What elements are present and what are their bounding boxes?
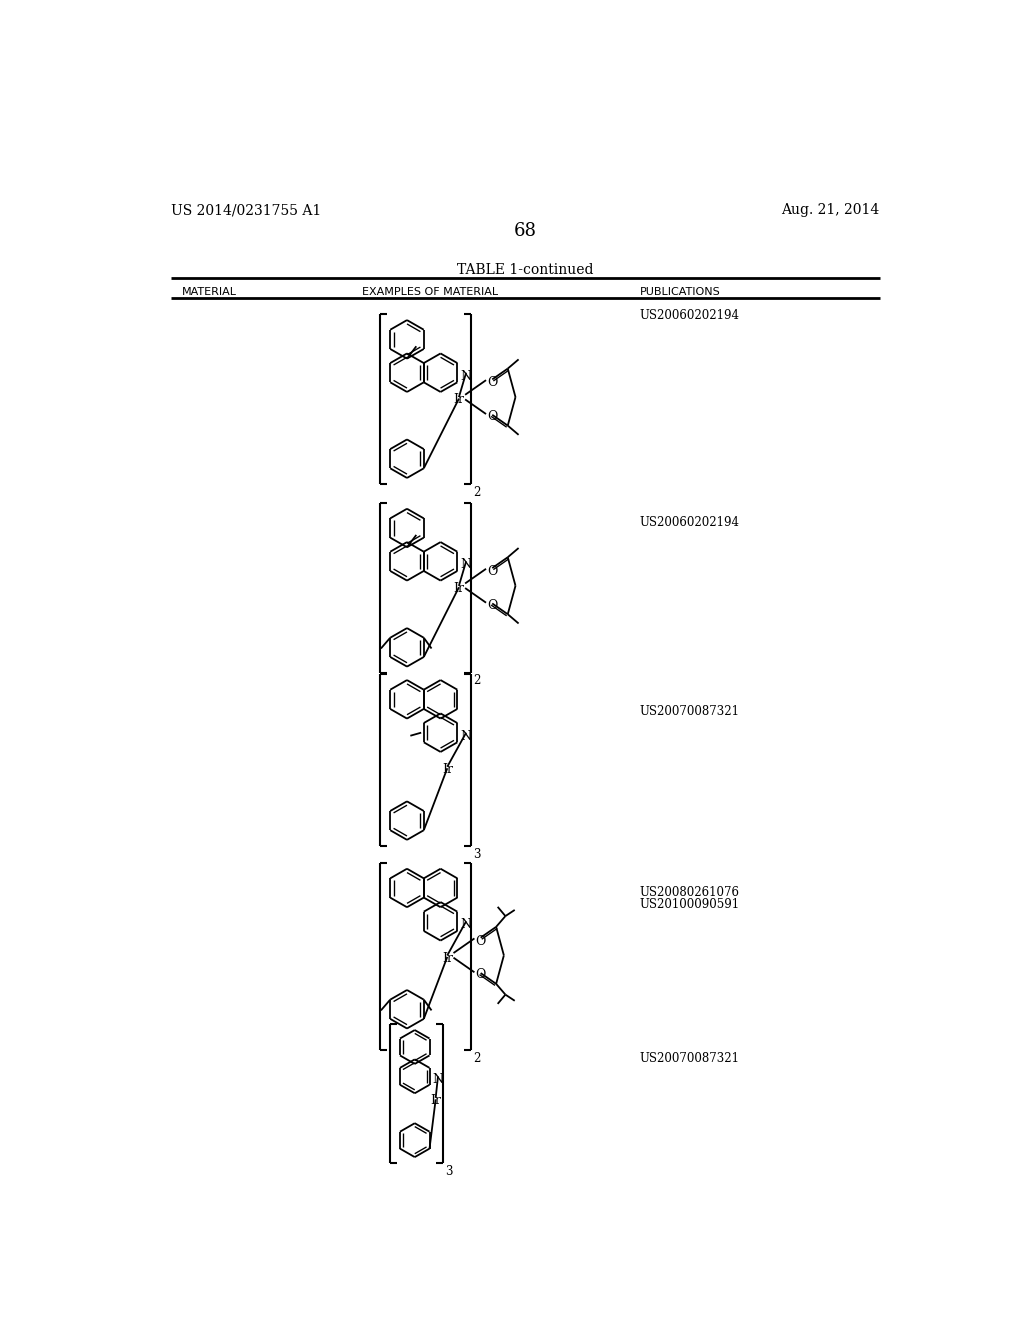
Text: O: O bbox=[486, 376, 498, 389]
Text: O: O bbox=[475, 969, 485, 982]
Text: 2: 2 bbox=[473, 486, 480, 499]
Text: US 2014/0231755 A1: US 2014/0231755 A1 bbox=[171, 203, 321, 216]
Text: TABLE 1-continued: TABLE 1-continued bbox=[457, 263, 593, 277]
Text: EXAMPLES OF MATERIAL: EXAMPLES OF MATERIAL bbox=[362, 286, 499, 297]
Text: O: O bbox=[475, 935, 485, 948]
Text: N: N bbox=[461, 919, 472, 931]
Text: US20070087321: US20070087321 bbox=[640, 705, 739, 718]
Text: N: N bbox=[461, 558, 472, 572]
Text: 3: 3 bbox=[473, 847, 480, 861]
Text: US20060202194: US20060202194 bbox=[640, 516, 739, 529]
Text: N: N bbox=[461, 730, 472, 743]
Text: 2: 2 bbox=[473, 1052, 480, 1065]
Text: MATERIAL: MATERIAL bbox=[182, 286, 238, 297]
Text: US20070087321: US20070087321 bbox=[640, 1052, 739, 1065]
Text: O: O bbox=[486, 411, 498, 424]
Text: O: O bbox=[486, 599, 498, 612]
Text: N: N bbox=[461, 370, 472, 383]
Text: Ir: Ir bbox=[454, 393, 465, 407]
Text: Aug. 21, 2014: Aug. 21, 2014 bbox=[781, 203, 880, 216]
Text: 2: 2 bbox=[473, 675, 480, 688]
Text: US20060202194: US20060202194 bbox=[640, 309, 739, 322]
Text: Ir: Ir bbox=[441, 763, 453, 776]
Text: Ir: Ir bbox=[430, 1094, 441, 1107]
Text: Ir: Ir bbox=[441, 952, 453, 965]
Text: 68: 68 bbox=[513, 222, 537, 239]
Text: PUBLICATIONS: PUBLICATIONS bbox=[640, 286, 720, 297]
Text: 3: 3 bbox=[445, 1164, 453, 1177]
Text: US20100090591: US20100090591 bbox=[640, 899, 739, 911]
Text: N: N bbox=[432, 1073, 443, 1086]
Text: US20080261076: US20080261076 bbox=[640, 886, 739, 899]
Text: Ir: Ir bbox=[454, 582, 465, 595]
Text: O: O bbox=[486, 565, 498, 578]
